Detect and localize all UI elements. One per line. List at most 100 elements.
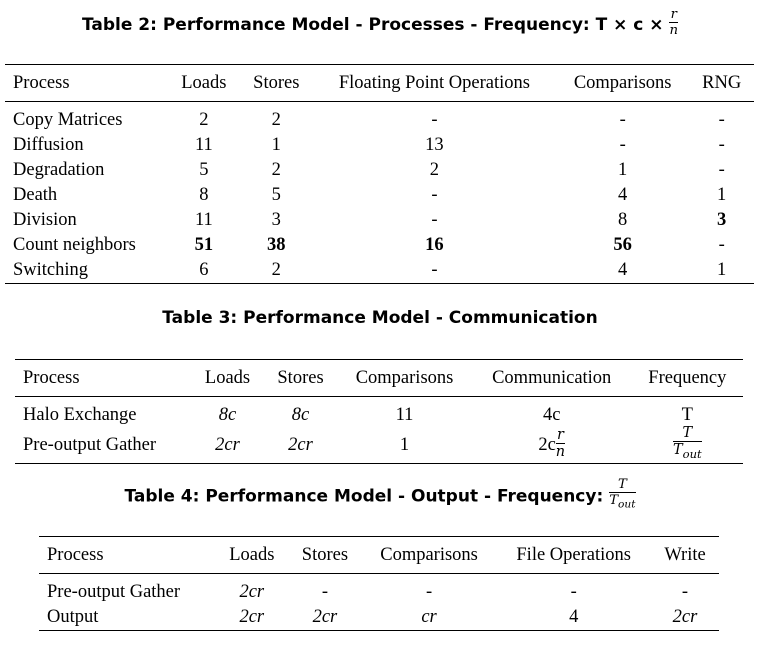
cell-process: Halo Exchange xyxy=(23,405,137,425)
table2-caption-fraction: r n xyxy=(669,7,679,39)
table4-caption: Table 4: Performance Model - Output - Fr… xyxy=(0,478,760,513)
fraction-numerator: r xyxy=(669,7,679,24)
cell-rng: 1 xyxy=(689,258,754,284)
cell-process: Death xyxy=(13,185,58,205)
cell-process: Degradation xyxy=(13,160,105,180)
column-header-process: Process xyxy=(15,359,192,397)
fraction-denominator: Tout xyxy=(609,493,635,510)
cell-rng: - xyxy=(718,235,725,255)
cell-stores: - xyxy=(321,582,328,602)
cell-comparisons: cr xyxy=(361,605,497,631)
column-header-comparisons: Comparisons xyxy=(361,536,497,574)
frequency-fraction: T Tout xyxy=(673,426,702,461)
cell-write: - xyxy=(681,582,689,602)
cell-file-operations: 4 xyxy=(496,605,652,631)
cell-flops: - xyxy=(431,185,438,205)
column-header-stores: Stores xyxy=(263,359,338,397)
cell-process: Pre-output Gather xyxy=(47,582,181,602)
cell-stores: 2 xyxy=(271,160,281,180)
table2-caption: Table 2: Performance Model - Processes -… xyxy=(0,7,760,40)
fraction-denominator-base: T xyxy=(609,493,619,509)
cell-loads: 5 xyxy=(199,160,209,180)
fraction-denominator-subscript: out xyxy=(682,447,702,462)
table-row: Diffusion 11 1 13 - - xyxy=(5,133,754,158)
communication-prefix: 2c xyxy=(538,434,556,455)
cell-loads: 2 xyxy=(199,110,209,130)
cell-process: Diffusion xyxy=(13,135,84,155)
column-header-communication: Communication xyxy=(471,359,632,397)
cell-process: Output xyxy=(39,605,216,631)
column-header-floating-point-operations: Floating Point Operations xyxy=(312,64,556,102)
cell-rng: 1 xyxy=(717,185,727,205)
cell-process: Pre-output Gather xyxy=(15,428,192,465)
cell-process: Switching xyxy=(5,258,168,284)
cell-rng: - xyxy=(718,135,725,155)
cell-loads: 8c xyxy=(218,405,237,425)
cell-comparisons: - xyxy=(619,110,626,130)
column-header-loads: Loads xyxy=(167,64,240,102)
cell-loads: 2cr xyxy=(215,605,289,631)
fraction-denominator: n xyxy=(669,23,679,39)
fraction-numerator: T xyxy=(609,478,636,494)
cell-comparisons: - xyxy=(619,135,626,155)
cell-rng: 3 xyxy=(717,210,727,230)
cell-flops: 13 xyxy=(425,135,444,155)
table4-caption-fraction: T Tout xyxy=(609,478,636,511)
cell-loads: 6 xyxy=(167,258,240,284)
cell-frequency: T xyxy=(681,405,693,425)
cell-comparisons: 1 xyxy=(337,428,472,465)
cell-stores: 5 xyxy=(271,185,281,205)
cell-flops: 16 xyxy=(425,235,444,255)
table-row: Division 11 3 - 8 3 xyxy=(5,208,754,233)
cell-stores: 38 xyxy=(267,235,286,255)
fraction-denominator-subscript: out xyxy=(618,498,636,511)
cell-comparisons: 4 xyxy=(555,258,690,284)
column-header-loads: Loads xyxy=(215,536,289,574)
table-row: Degradation 5 2 2 1 - xyxy=(5,158,754,183)
cell-stores: 2cr xyxy=(263,428,338,465)
table-row: Count neighbors 51 38 16 56 - xyxy=(5,233,754,258)
column-header-loads: Loads xyxy=(191,359,264,397)
cell-loads: 2cr xyxy=(191,428,264,465)
fraction-denominator: Tout xyxy=(673,442,702,461)
column-header-file-operations: File Operations xyxy=(496,536,652,574)
column-header-process: Process xyxy=(39,536,216,574)
column-header-comparisons: Comparisons xyxy=(555,64,690,102)
cell-write: 2cr xyxy=(651,605,719,631)
cell-rng: - xyxy=(718,110,725,130)
cell-stores: 1 xyxy=(271,135,281,155)
cell-file-operations: - xyxy=(570,582,577,602)
cell-process: Division xyxy=(13,210,77,230)
cell-flops: - xyxy=(431,210,438,230)
cell-stores: 2cr xyxy=(288,605,362,631)
fraction-denominator: n xyxy=(555,444,566,460)
cell-loads: 8 xyxy=(199,185,209,205)
cell-stores: 8c xyxy=(291,405,310,425)
table-row: Pre-output Gather 2cr - - - - xyxy=(39,574,719,606)
cell-stores: 2 xyxy=(271,110,281,130)
cell-comparisons: 8 xyxy=(618,210,628,230)
table3-caption-text: Table 3: Performance Model - Communicati… xyxy=(162,308,598,328)
column-header-comparisons: Comparisons xyxy=(337,359,472,397)
table-row: Copy Matrices 2 2 - - - xyxy=(5,102,754,134)
table-row: Output 2cr 2cr cr 4 2cr xyxy=(39,605,719,631)
cell-flops: - xyxy=(312,258,556,284)
cell-comparisons: 11 xyxy=(395,405,414,425)
fraction-denominator-base: T xyxy=(673,442,683,459)
fraction-numerator: r xyxy=(555,426,566,444)
table4: Process Loads Stores Comparisons File Op… xyxy=(39,536,719,631)
fraction-numerator: T xyxy=(673,426,702,443)
cell-stores: 3 xyxy=(271,210,281,230)
cell-frequency: T Tout xyxy=(631,426,743,465)
cell-process: Copy Matrices xyxy=(13,110,123,130)
column-header-stores: Stores xyxy=(288,536,362,574)
column-header-write: Write xyxy=(651,536,719,574)
table-row: Death 8 5 - 4 1 xyxy=(5,183,754,208)
cell-flops: - xyxy=(431,110,438,130)
cell-comparisons: 1 xyxy=(618,160,628,180)
column-header-stores: Stores xyxy=(239,64,313,102)
table2: Process Loads Stores Floating Point Oper… xyxy=(5,64,754,284)
cell-loads: 11 xyxy=(194,210,213,230)
cell-stores: 2 xyxy=(239,258,313,284)
